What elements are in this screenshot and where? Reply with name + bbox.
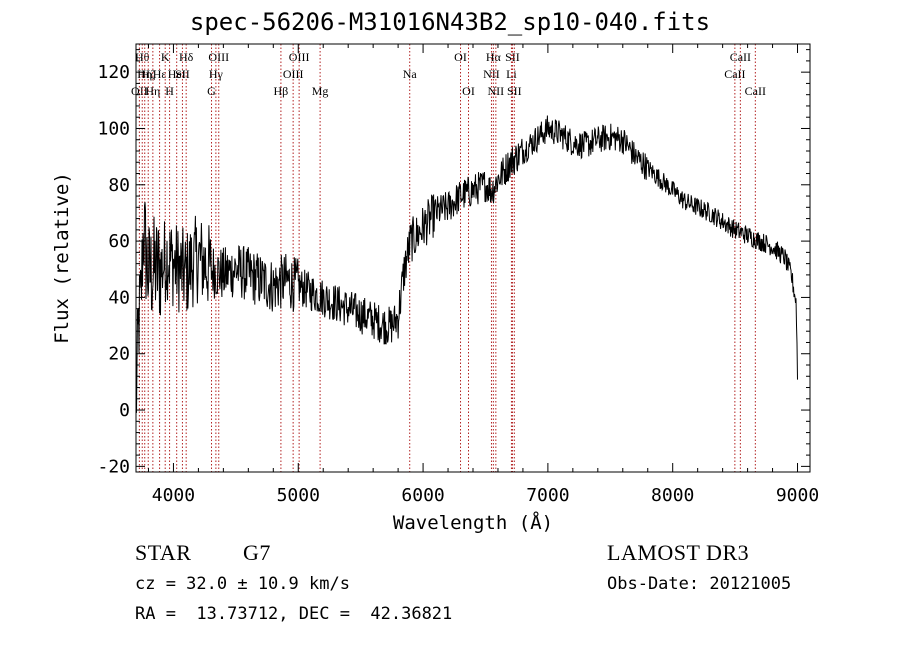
marker-label-24: Li	[506, 67, 517, 81]
marker-label-28: CaII	[730, 50, 751, 64]
marker-label-20: OI	[462, 84, 475, 98]
marker-label-17: Mg	[312, 84, 329, 98]
y-tick-label-3: 40	[108, 287, 130, 308]
x-tick-label-3: 7000	[526, 485, 569, 506]
y-tick-label-7: 120	[97, 62, 130, 83]
x-tick-label-4: 8000	[651, 485, 694, 506]
y-tick-label-0: -20	[97, 456, 130, 477]
flux-series	[135, 115, 798, 413]
marker-label-29: CaII	[745, 84, 766, 98]
object-class: STAR	[135, 540, 192, 565]
marker-label-8: HeI	[168, 67, 186, 81]
marker-label-26: SII	[507, 84, 522, 98]
marker-label-27: CaII	[724, 67, 745, 81]
marker-label-3: Hζ	[141, 67, 155, 81]
flux-line	[135, 115, 798, 413]
spectral-line-markers: OIIHθHηHζHηHεKHHeISIIHδGHγOIIIHβOIIIOIII…	[131, 44, 766, 472]
marker-label-14: Hβ	[274, 84, 289, 98]
y-tick-label-6: 100	[97, 118, 130, 139]
marker-label-21: NII	[483, 67, 500, 81]
marker-label-23: NII	[488, 84, 505, 98]
x-tick-label-5: 9000	[776, 485, 819, 506]
marker-label-4: Hη	[145, 84, 160, 98]
marker-label-25: SII	[505, 50, 520, 64]
y-axis-label: Flux (relative)	[51, 172, 73, 344]
plot-frame	[135, 43, 811, 473]
x-axis-label: Wavelength (Å)	[393, 511, 553, 534]
axis-ticks: 4000 5000 6000 7000 8000 9000 -20 0 20 40 60 80 100 1…	[97, 44, 819, 506]
marker-label-19: OI	[454, 50, 467, 64]
y-tick-label-1: 0	[119, 400, 130, 421]
marker-label-15: OIII	[283, 67, 304, 81]
marker-label-22: Hα	[486, 50, 502, 64]
marker-label-13: OIII	[208, 50, 229, 64]
marker-label-12: Hγ	[209, 67, 224, 81]
marker-label-16: OIII	[289, 50, 310, 64]
object-subclass: G7	[243, 540, 271, 565]
marker-label-11: G	[207, 84, 216, 98]
x-tick-label-2: 6000	[401, 485, 444, 506]
marker-label-1: Hθ	[135, 50, 150, 64]
marker-label-6: K	[161, 50, 170, 64]
sky-coordinates: RA = 13.73712, DEC = 42.36821	[135, 604, 453, 624]
x-tick-label-1: 5000	[277, 485, 320, 506]
marker-label-9: SII	[175, 67, 190, 81]
observation-date: Obs-Date: 20121005	[607, 574, 792, 594]
marker-label-0: OII	[131, 84, 148, 98]
y-tick-label-4: 60	[108, 231, 130, 252]
x-tick-label-0: 4000	[152, 485, 195, 506]
chart-title: spec-56206-M31016N43B2_sp10-040.fits	[189, 8, 711, 36]
y-tick-label-2: 20	[108, 344, 130, 365]
survey-name: LAMOST DR3	[607, 540, 750, 565]
marker-label-5: Hε	[153, 67, 167, 81]
marker-label-2: Hη	[137, 67, 152, 81]
y-tick-label-5: 80	[108, 175, 130, 196]
marker-label-7: H	[165, 84, 174, 98]
marker-label-10: Hδ	[179, 50, 194, 64]
redshift-velocity: cz = 32.0 ± 10.9 km/s	[135, 574, 350, 594]
marker-label-18: Na	[403, 67, 418, 81]
